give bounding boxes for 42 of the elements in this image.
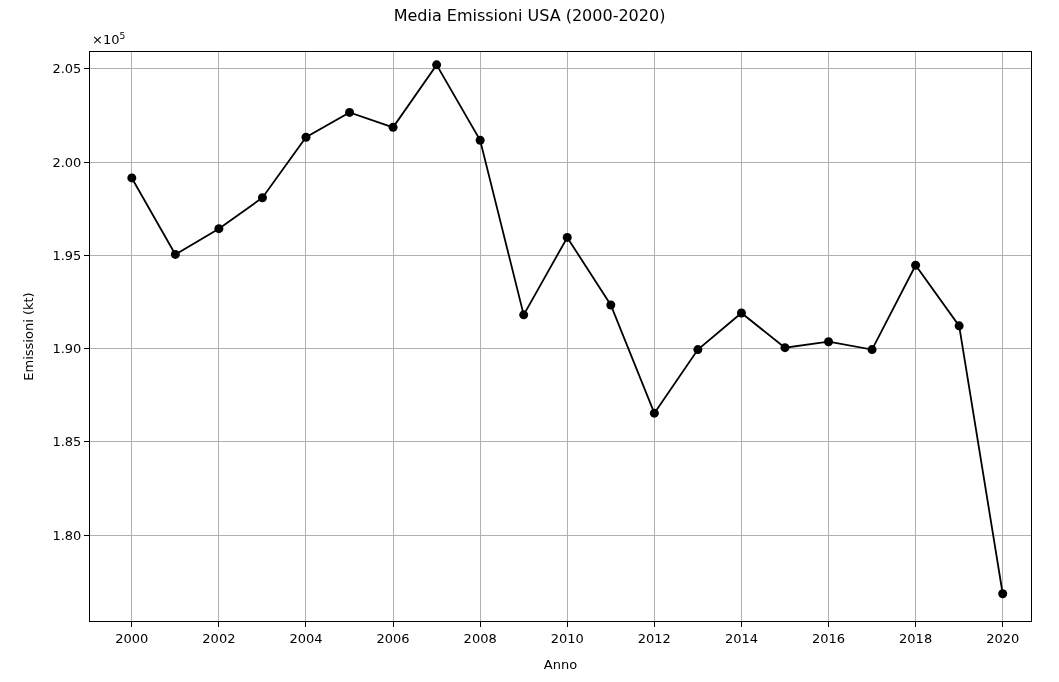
x-axis-title: Anno — [543, 657, 578, 673]
y-tick-label: 1.90 — [52, 341, 82, 357]
point — [519, 310, 529, 320]
point — [170, 249, 180, 259]
text: ×10$^{5}$ — [92, 31, 126, 48]
x-tick-label: 2012 — [637, 630, 671, 646]
point — [432, 60, 442, 70]
y-tick-label: 2.05 — [52, 61, 82, 77]
x-tick-label: 2010 — [550, 630, 584, 646]
point — [824, 337, 834, 347]
y-tick-label: 2.00 — [52, 154, 82, 170]
point — [388, 122, 398, 132]
point — [214, 224, 224, 234]
x-tick-label: 2004 — [289, 630, 323, 646]
x-tick-label: 2006 — [376, 630, 410, 646]
y-tick-label: 1.95 — [52, 247, 82, 263]
point — [998, 589, 1008, 599]
point — [780, 343, 790, 353]
point — [736, 308, 746, 318]
point — [257, 193, 267, 203]
chart-title: Media Emissioni USA (2000-2020) — [393, 6, 666, 26]
point — [693, 345, 703, 355]
point — [911, 260, 921, 270]
point — [475, 135, 485, 145]
x-tick-label: 2008 — [463, 630, 497, 646]
x-tick-label: 2020 — [986, 630, 1020, 646]
y-tick-label: 1.80 — [52, 527, 82, 543]
point — [954, 321, 964, 331]
point — [562, 232, 572, 242]
x-tick-label: 2014 — [724, 630, 758, 646]
point — [606, 300, 616, 310]
point — [127, 173, 137, 183]
y-tick-label: 1.85 — [52, 434, 82, 450]
x-tick-label: 2018 — [899, 630, 933, 646]
point — [649, 408, 659, 418]
x-tick-label: 2000 — [115, 630, 149, 646]
x-tick-label: 2002 — [202, 630, 236, 646]
x-tick-label: 2016 — [811, 630, 846, 646]
point — [345, 107, 355, 117]
point — [867, 345, 877, 355]
y-axis-title: Emissioni (kt) — [21, 292, 37, 381]
point — [301, 132, 311, 142]
